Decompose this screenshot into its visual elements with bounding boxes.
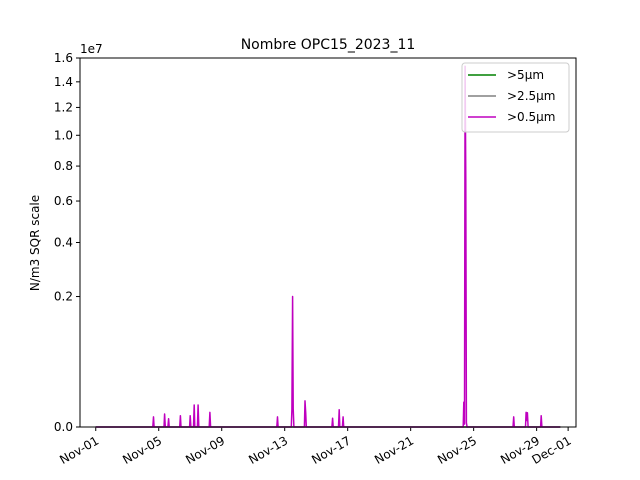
legend-label: >5µm xyxy=(507,68,544,82)
y-tick-label: 1.4 xyxy=(54,75,73,89)
x-tick-label: Nov-09 xyxy=(183,433,227,466)
y-tick-label: 1.2 xyxy=(54,100,73,114)
axes-frame xyxy=(79,57,577,428)
x-tick-label: Nov-21 xyxy=(372,433,416,466)
x-tick-label: Nov-17 xyxy=(309,433,353,466)
y-axis-label: N/m3 SQR scale xyxy=(28,195,42,291)
legend-label: >0.5µm xyxy=(507,110,555,124)
legend-box xyxy=(461,62,570,133)
legend-label: >2.5µm xyxy=(507,89,555,103)
y-axis-multiplier: 1e7 xyxy=(80,42,103,56)
x-tick-label: Nov-13 xyxy=(246,433,290,466)
y-axis: 0.0 0.2 0.4 0.6 0.8 1.0 1.2 1.4 1.6 xyxy=(54,51,80,434)
y-tick-label: 0.2 xyxy=(54,290,73,304)
y-tick-label: 0.8 xyxy=(54,159,73,173)
y-tick-label: 1.0 xyxy=(54,128,73,142)
legend: >5µm >2.5µm >0.5µm xyxy=(461,62,570,133)
x-axis: Nov-01 Nov-05 Nov-09 Nov-13 Nov-17 Nov-21 Nov-… xyxy=(57,427,574,467)
y-tick-label: 0.0 xyxy=(54,420,73,434)
x-tick-label: Nov-01 xyxy=(57,433,101,466)
chart-title: Nombre OPC15_2023_11 xyxy=(241,37,416,53)
y-tick-label: 0.4 xyxy=(54,236,73,250)
y-tick-label: 1.6 xyxy=(54,51,73,65)
x-tick-label: Nov-25 xyxy=(435,433,479,466)
y-tick-label: 0.6 xyxy=(54,194,73,208)
x-tick-label: Nov-05 xyxy=(120,433,164,466)
